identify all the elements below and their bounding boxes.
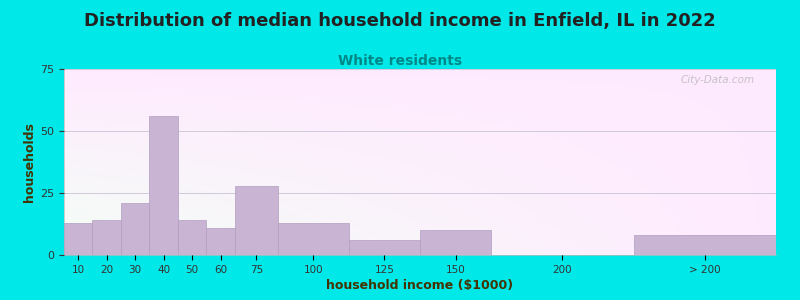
Bar — [150, 116, 178, 255]
Bar — [64, 223, 93, 255]
Text: White residents: White residents — [338, 54, 462, 68]
Bar — [206, 228, 235, 255]
Text: City-Data.com: City-Data.com — [681, 75, 754, 85]
Bar — [178, 220, 206, 255]
Bar — [93, 220, 121, 255]
X-axis label: household income ($1000): household income ($1000) — [326, 279, 514, 292]
Bar — [235, 186, 278, 255]
Bar — [278, 223, 349, 255]
Bar — [349, 240, 420, 255]
Text: Distribution of median household income in Enfield, IL in 2022: Distribution of median household income … — [84, 12, 716, 30]
Y-axis label: households: households — [23, 122, 36, 202]
Bar — [634, 235, 776, 255]
Bar — [420, 230, 491, 255]
Bar — [121, 203, 150, 255]
